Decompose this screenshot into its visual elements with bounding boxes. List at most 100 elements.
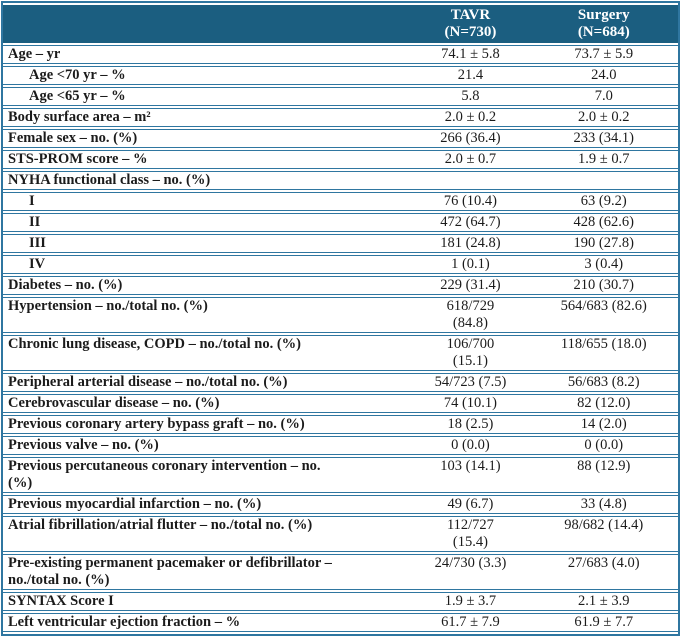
tavr-value-cell <box>411 171 530 190</box>
tavr-value-cell: 54/723 (7.5) <box>411 373 530 392</box>
row-label-cell: III <box>3 234 412 253</box>
table-row: Cerebrovascular disease – no. (%) 74 (10… <box>3 394 678 413</box>
row-label-cell: NYHA functional class – no. (%) <box>3 171 412 190</box>
tavr-value-cell: 24/730 (3.3) <box>411 554 530 590</box>
row-label-cell: II <box>3 213 412 232</box>
surgery-value-cell: 61.9 ± 7.7 <box>529 613 678 632</box>
surgery-value-cell: 82 (12.0) <box>529 394 678 413</box>
table-row: Age <65 yr – % 5.8 7.0 <box>3 87 678 106</box>
tavr-value-cell: 21.4 <box>411 66 530 85</box>
row-label-cell: Age <70 yr – % <box>3 66 412 85</box>
surgery-value-cell: 564/683 (82.6) <box>529 297 678 333</box>
surgery-value-cell: 7.0 <box>529 87 678 106</box>
baseline-characteristics-table: TAVR (N=730) Surgery (N=684) Age – yr 74… <box>3 3 678 634</box>
row-label-cell: Body surface area – m² <box>3 108 412 127</box>
table-row: NYHA functional class – no. (%) <box>3 171 678 190</box>
table-row: Body surface area – m² 2.0 ± 0.2 2.0 ± 0… <box>3 108 678 127</box>
row-label-cell: Previous percutaneous coronary intervent… <box>3 457 412 493</box>
tavr-value-cell: 112/727 (15.4) <box>411 516 530 552</box>
table-row: STS-PROM score – % 2.0 ± 0.7 1.9 ± 0.7 <box>3 150 678 169</box>
table-row: I 76 (10.4) 63 (9.2) <box>3 192 678 211</box>
table-body: Age – yr 74.1 ± 5.8 73.7 ± 5.9 Age <70 y… <box>3 45 678 632</box>
surgery-value-cell: 3 (0.4) <box>529 255 678 274</box>
table-row: Previous valve – no. (%) 0 (0.0) 0 (0.0) <box>3 436 678 455</box>
surgery-value-cell: 118/655 (18.0) <box>529 335 678 371</box>
table-row: SYNTAX Score I 1.9 ± 3.7 2.1 ± 3.9 <box>3 592 678 611</box>
surgery-value-cell: 63 (9.2) <box>529 192 678 211</box>
table-row: IV 1 (0.1) 3 (0.4) <box>3 255 678 274</box>
row-label-cell: IV <box>3 255 412 274</box>
surgery-value-cell: 24.0 <box>529 66 678 85</box>
surgery-value-cell: 33 (4.8) <box>529 495 678 514</box>
tavr-value-cell: 2.0 ± 0.2 <box>411 108 530 127</box>
tavr-value-cell: 106/700 (15.1) <box>411 335 530 371</box>
table-row: Previous percutaneous coronary intervent… <box>3 457 678 493</box>
table-row: Pre-existing permanent pacemaker or defi… <box>3 554 678 590</box>
table-row: Chronic lung disease, COPD – no./total n… <box>3 335 678 371</box>
table-row: III 181 (24.8) 190 (27.8) <box>3 234 678 253</box>
surgery-value-cell: 428 (62.6) <box>529 213 678 232</box>
surgery-value-cell: 190 (27.8) <box>529 234 678 253</box>
row-label-cell: Previous myocardial infarction – no. (%) <box>3 495 412 514</box>
tavr-value-cell: 76 (10.4) <box>411 192 530 211</box>
surgery-value-cell: 2.0 ± 0.2 <box>529 108 678 127</box>
tavr-value-cell: 103 (14.1) <box>411 457 530 493</box>
row-label-cell: Female sex – no. (%) <box>3 129 412 148</box>
tavr-value-cell: 74 (10.1) <box>411 394 530 413</box>
surgery-value-cell: 2.1 ± 3.9 <box>529 592 678 611</box>
row-label-cell: Pre-existing permanent pacemaker or defi… <box>3 554 412 590</box>
tavr-value-cell: 0 (0.0) <box>411 436 530 455</box>
tavr-value-cell: 18 (2.5) <box>411 415 530 434</box>
table-row: Peripheral arterial disease – no./total … <box>3 373 678 392</box>
surgery-value-cell: 210 (30.7) <box>529 276 678 295</box>
row-label-cell: Diabetes – no. (%) <box>3 276 412 295</box>
surgery-value-cell: 73.7 ± 5.9 <box>529 45 678 64</box>
surgery-value-cell: 1.9 ± 0.7 <box>529 150 678 169</box>
row-label-cell: Previous valve – no. (%) <box>3 436 412 455</box>
tavr-value-cell: 618/729 (84.8) <box>411 297 530 333</box>
row-label-cell: Atrial fibrillation/atrial flutter – no.… <box>3 516 412 552</box>
surgery-value-cell <box>529 171 678 190</box>
tavr-value-cell: 49 (6.7) <box>411 495 530 514</box>
row-label-cell: Hypertension – no./total no. (%) <box>3 297 412 333</box>
row-label-cell: Cerebrovascular disease – no. (%) <box>3 394 412 413</box>
table-row: II 472 (64.7) 428 (62.6) <box>3 213 678 232</box>
surgery-value-cell: 56/683 (8.2) <box>529 373 678 392</box>
table-row: Left ventricular ejection fraction – % 6… <box>3 613 678 632</box>
table-row: Diabetes – no. (%) 229 (31.4) 210 (30.7) <box>3 276 678 295</box>
column-header-tavr: TAVR (N=730) <box>411 5 530 43</box>
surgery-value-cell: 233 (34.1) <box>529 129 678 148</box>
table-row: Age <70 yr – % 21.4 24.0 <box>3 66 678 85</box>
tavr-value-cell: 266 (36.4) <box>411 129 530 148</box>
surgery-value-cell: 88 (12.9) <box>529 457 678 493</box>
row-label-cell: STS-PROM score – % <box>3 150 412 169</box>
row-label-cell: Age <65 yr – % <box>3 87 412 106</box>
surgery-value-cell: 98/682 (14.4) <box>529 516 678 552</box>
corner-header-cell <box>3 5 412 43</box>
tavr-value-cell: 2.0 ± 0.7 <box>411 150 530 169</box>
row-label-cell: Previous coronary artery bypass graft – … <box>3 415 412 434</box>
column-header-surgery: Surgery (N=684) <box>529 5 678 43</box>
header-row: TAVR (N=730) Surgery (N=684) <box>3 5 678 43</box>
surgery-value-cell: 27/683 (4.0) <box>529 554 678 590</box>
tavr-value-cell: 472 (64.7) <box>411 213 530 232</box>
table-row: Previous myocardial infarction – no. (%)… <box>3 495 678 514</box>
row-label-cell: Age – yr <box>3 45 412 64</box>
tavr-value-cell: 1 (0.1) <box>411 255 530 274</box>
table-row: Female sex – no. (%) 266 (36.4) 233 (34.… <box>3 129 678 148</box>
tavr-value-cell: 181 (24.8) <box>411 234 530 253</box>
tavr-value-cell: 74.1 ± 5.8 <box>411 45 530 64</box>
tavr-value-cell: 5.8 <box>411 87 530 106</box>
table-row: Hypertension – no./total no. (%) 618/729… <box>3 297 678 333</box>
surgery-value-cell: 0 (0.0) <box>529 436 678 455</box>
row-label-cell: Chronic lung disease, COPD – no./total n… <box>3 335 412 371</box>
surgery-value-cell: 14 (2.0) <box>529 415 678 434</box>
row-label-cell: I <box>3 192 412 211</box>
tavr-value-cell: 1.9 ± 3.7 <box>411 592 530 611</box>
tavr-value-cell: 229 (31.4) <box>411 276 530 295</box>
table-row: Atrial fibrillation/atrial flutter – no.… <box>3 516 678 552</box>
table-row: Previous coronary artery bypass graft – … <box>3 415 678 434</box>
row-label-cell: Left ventricular ejection fraction – % <box>3 613 412 632</box>
